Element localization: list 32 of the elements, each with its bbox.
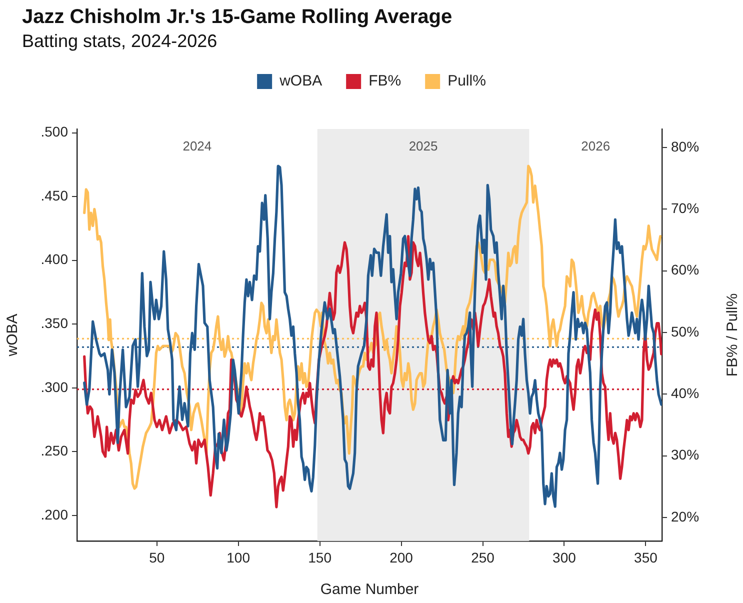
legend-label: FB% (368, 72, 402, 90)
y-tick-label: .350 (40, 315, 68, 332)
annotation: 2026 (581, 138, 610, 154)
legend-label: wOBA (278, 72, 322, 90)
x-tick-label: 100 (226, 549, 250, 566)
y-tick-label: .400 (40, 251, 68, 268)
y-tick-label: .450 (40, 187, 68, 204)
y2-tick-label: 70% (671, 200, 700, 216)
y-tick-label: .200 (40, 506, 68, 522)
y-tick-label: .500 (40, 124, 68, 140)
x-tick-label: 350 (634, 549, 658, 566)
y2-tick-label: 40% (671, 385, 700, 402)
y-tick-label: .250 (40, 442, 68, 459)
chart-subtitle: Batting stats, 2024-2026 (22, 31, 218, 52)
y2-tick-label: 30% (671, 446, 700, 463)
x-tick-label: 200 (390, 549, 414, 566)
y2-axis-title: FB% / Pull% (724, 293, 742, 377)
y2-tick-label: 60% (671, 262, 700, 278)
x-tick-label: 50 (149, 549, 165, 566)
y2-tick-label: 80% (671, 138, 700, 154)
band-label: 2025 (408, 138, 438, 154)
annotation: 2024 (182, 138, 212, 154)
y-tick-label: .300 (40, 378, 68, 395)
x-tick-label: 300 (552, 549, 576, 566)
chart-title: Jazz Chisholm Jr.'s 15-Game Rolling Average (22, 6, 452, 29)
x-axis-title: Game Number (320, 581, 419, 598)
y-axis-title: wOBA (4, 314, 22, 358)
legend-label: Pull% (448, 72, 486, 90)
x-tick-label: 250 (471, 549, 495, 566)
y2-tick-label: 50% (671, 323, 700, 340)
x-tick-label: 150 (308, 549, 332, 566)
y2-tick-label: 20% (671, 508, 700, 524)
